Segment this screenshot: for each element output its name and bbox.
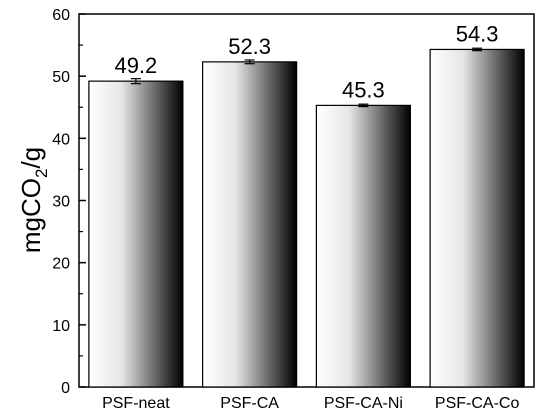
bar-value-label: 52.3	[228, 34, 271, 59]
bar-value-label: 45.3	[342, 77, 385, 102]
x-tick-label: PSF-CA-Co	[435, 395, 520, 412]
y-axis-title: mgCO2/g	[16, 147, 51, 253]
y-tick-label: 60	[52, 7, 70, 24]
x-tick-label: PSF-CA	[220, 395, 279, 412]
x-tick-label: PSF-neat	[102, 395, 170, 412]
y-tick-label: 40	[52, 131, 70, 148]
bar	[315, 104, 411, 388]
x-tick-label: PSF-CA-Ni	[324, 395, 403, 412]
y-tick-label: 30	[52, 194, 70, 211]
bar	[88, 80, 184, 388]
y-tick-label: 20	[52, 256, 70, 273]
bar-value-label: 49.2	[114, 53, 157, 78]
axes: 0 10 20 30 40 50 60	[52, 7, 535, 397]
bar	[202, 61, 298, 388]
bar	[429, 48, 525, 388]
y-tick-label: 50	[52, 69, 70, 86]
bars: 49.2 PSF-neat 52.3 PSF-CA 45.3 PSF-CA-Ni 54.3 P…	[88, 21, 525, 412]
y-tick-label: 10	[52, 318, 70, 335]
y-tick-label: 0	[61, 380, 70, 397]
bar-value-label: 54.3	[456, 21, 499, 46]
